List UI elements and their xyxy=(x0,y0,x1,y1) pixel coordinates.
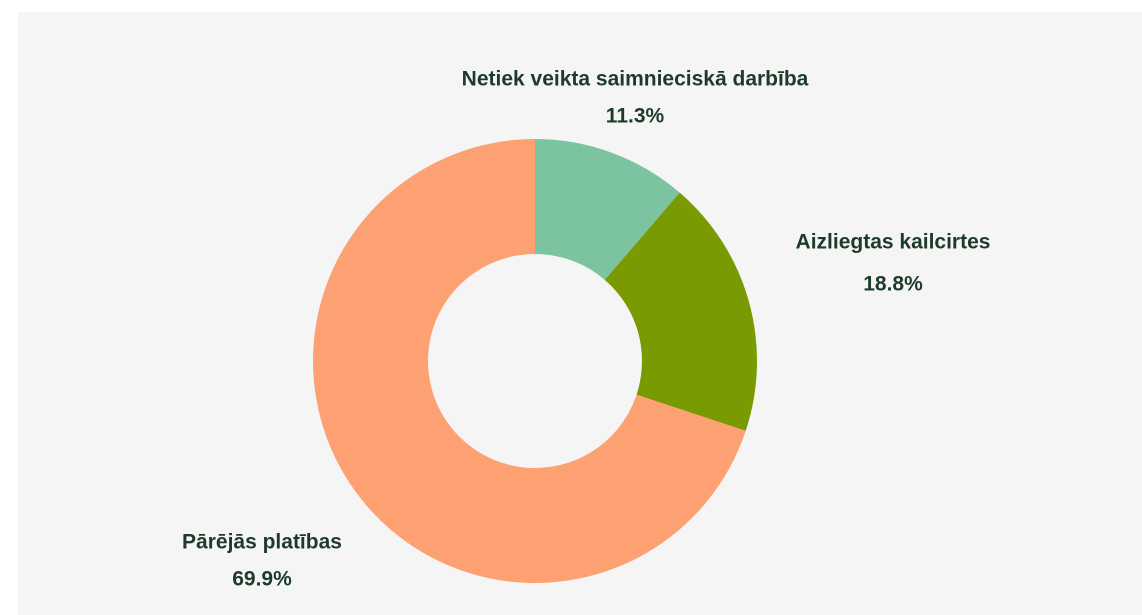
slice-label: Aizliegtas kailcirtes xyxy=(796,231,991,254)
slice-label: Netiek veikta saimnieciskā darbība xyxy=(462,68,809,91)
slice-label: Pārējās platības xyxy=(182,531,342,554)
donut-slice xyxy=(312,139,746,584)
slice-value-label: 18.8% xyxy=(863,273,923,296)
slice-value-label: 69.9% xyxy=(232,568,292,591)
donut-slice xyxy=(604,192,757,431)
slice-value-label: 11.3% xyxy=(606,105,665,128)
donut-slice xyxy=(535,139,680,280)
